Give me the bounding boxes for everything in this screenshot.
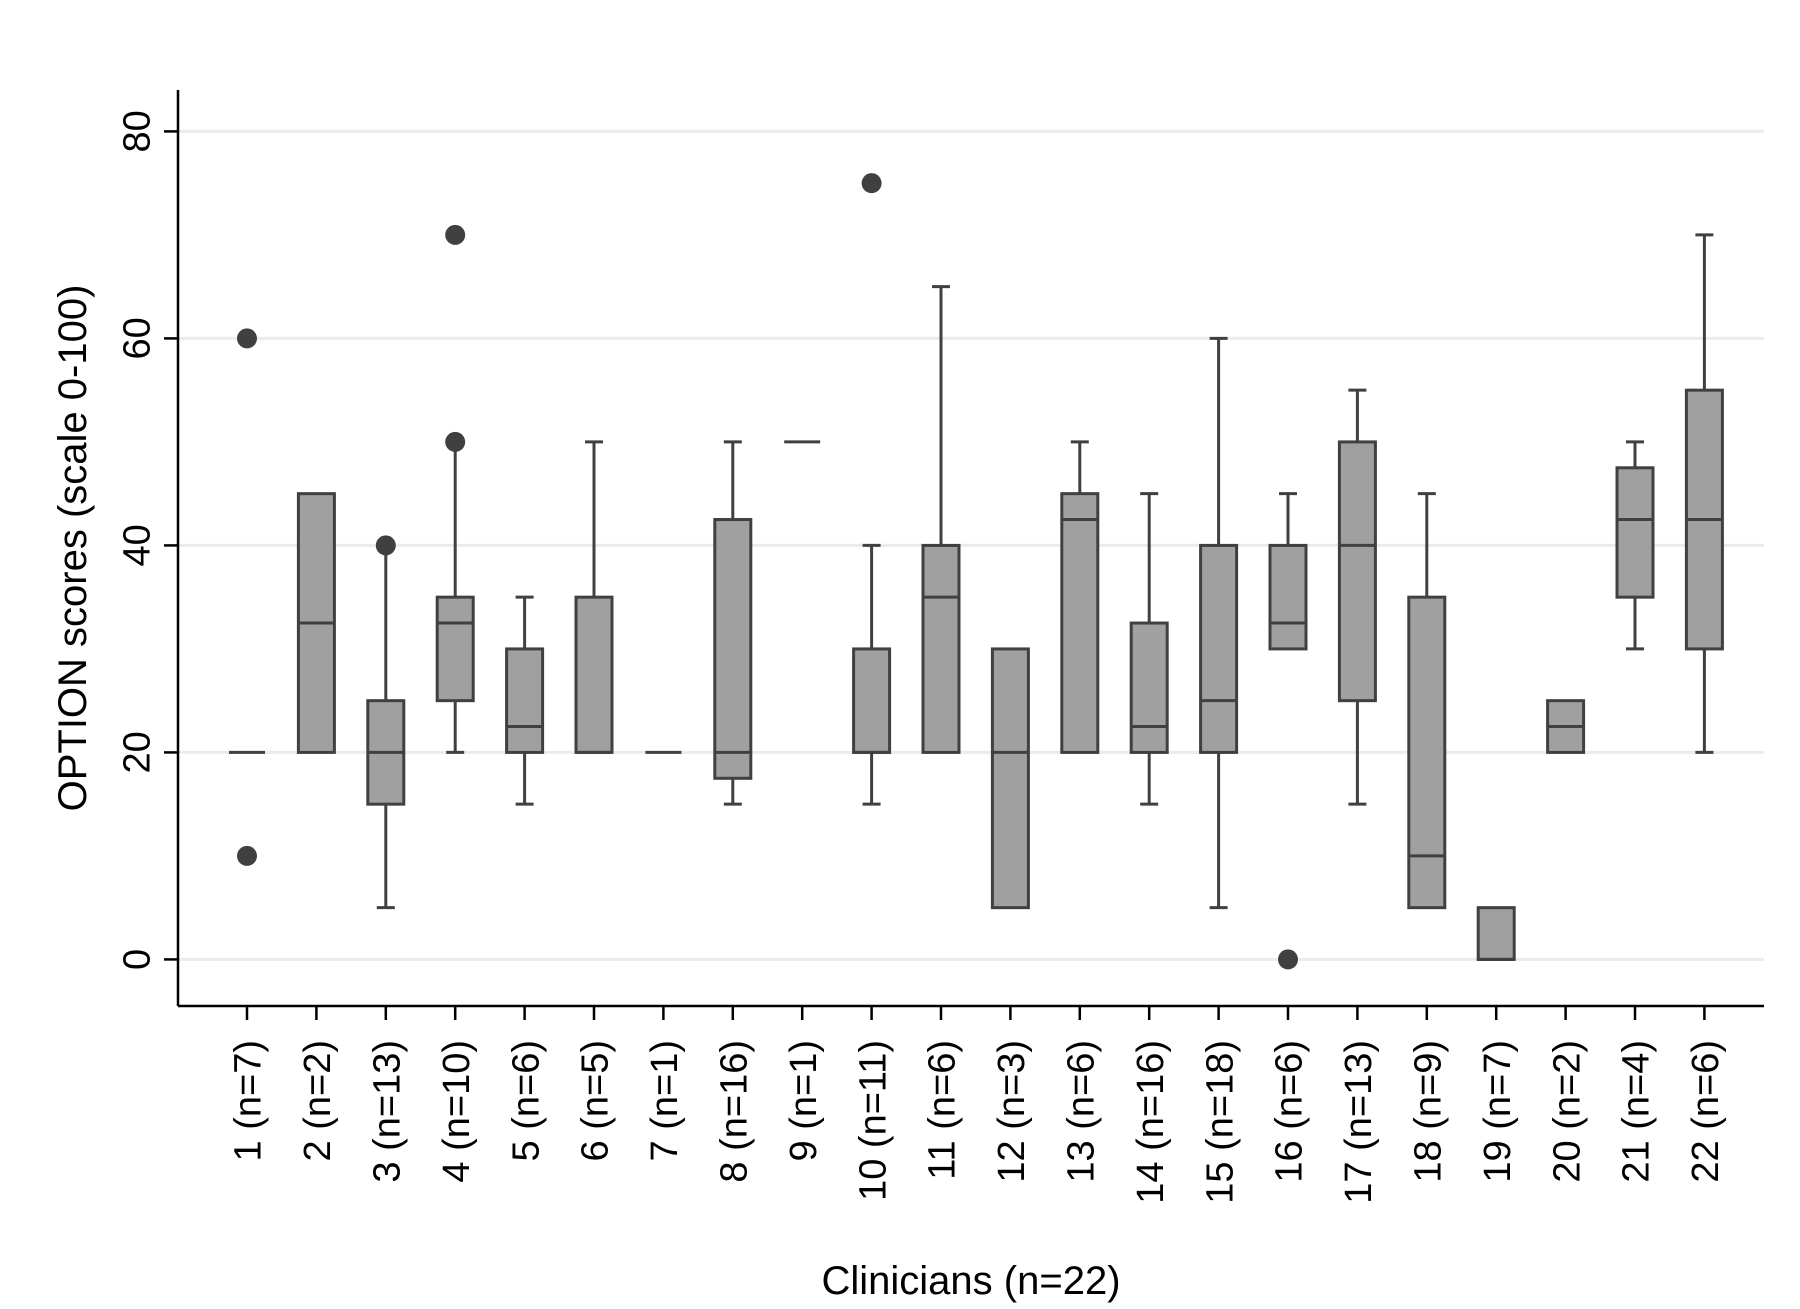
x-tick-label: 4 (n=10) [436,1040,478,1183]
box-group-10 [852,173,892,806]
box-group-16 [1268,492,1308,970]
box-group-8 [713,440,753,806]
outlier-point [445,224,466,245]
box-group-12 [990,647,1030,910]
box-group-14 [1129,492,1169,806]
box-group-4 [435,224,475,754]
x-tick-label: 13 (n=6) [1060,1040,1102,1183]
box-group-21 [1615,440,1655,651]
box [1268,543,1308,651]
y-tick-label: 0 [117,949,159,970]
x-tick-label: 5 (n=6) [505,1040,547,1161]
x-axis-title: Clinicians (n=22) [821,1259,1120,1303]
box-group-2 [296,492,336,754]
x-tick-label: 16 (n=6) [1269,1040,1311,1183]
x-tick-label: 2 (n=2) [297,1040,339,1161]
x-tick-label: 9 (n=1) [783,1040,825,1161]
y-axis-title: OPTION scores (scale 0-100) [51,285,95,812]
x-tick-label: 12 (n=3) [991,1040,1033,1183]
box [713,518,753,780]
box [574,595,614,754]
y-tick-label: 20 [117,731,159,773]
box [1476,906,1516,961]
outlier-point [237,845,257,866]
box [852,647,892,754]
x-tick-label: 3 (n=13) [366,1040,408,1183]
box [1615,466,1655,599]
box-group-17 [1337,388,1377,806]
x-tick-label: 18 (n=9) [1407,1040,1449,1183]
x-tick-label: 10 (n=11) [852,1040,894,1201]
outlier-point [375,535,396,556]
x-tick-label: 1 (n=7) [228,1040,270,1161]
y-axis-ticks: 0 20 40 60 80 [117,110,178,970]
box [1060,492,1100,754]
x-tick-label: 15 (n=18) [1199,1040,1241,1204]
x-tick-label: 11 (n=6) [922,1040,964,1180]
x-axis-ticks: 1 (n=7) 2 (n=2) 3 (n=13) 4 (n=10) 5 (n=6) 6 (… [228,1006,1727,1204]
box-group-6 [574,440,614,754]
box-group-5 [505,595,545,806]
x-tick-label: 19 (n=7) [1477,1040,1519,1183]
box [1199,543,1239,754]
box-group-11 [921,285,961,754]
x-tick-label: 14 (n=16) [1130,1040,1172,1204]
box [990,647,1030,910]
outlier-point [861,173,882,194]
box [1129,621,1169,754]
box [1407,595,1447,910]
box-group-20 [1546,699,1586,754]
y-tick-label: 80 [117,110,159,152]
x-tick-label: 8 (n=16) [713,1040,755,1183]
box-group-18 [1407,492,1447,910]
x-tick-label: 22 (n=6) [1685,1040,1727,1183]
box [435,595,475,703]
box [1337,440,1377,703]
boxes [229,173,1724,970]
x-tick-label: 7 (n=1) [644,1040,686,1161]
box-group-15 [1199,336,1239,910]
box-group-13 [1060,440,1100,754]
box-group-1 [229,328,265,866]
x-tick-label: 20 (n=2) [1546,1040,1588,1183]
box-group-3 [366,535,406,910]
x-tick-label: 17 (n=13) [1338,1040,1380,1204]
y-tick-label: 40 [117,524,159,566]
x-tick-label: 6 (n=5) [575,1040,617,1161]
box-group-22 [1684,233,1724,754]
box [921,543,961,754]
outlier-point [445,431,466,452]
outlier-point [1278,949,1298,970]
outlier-point [237,328,257,349]
gridlines [178,129,1764,961]
y-tick-label: 60 [117,317,159,359]
box-group-19 [1476,906,1516,961]
x-tick-label: 21 (n=4) [1616,1040,1658,1183]
box [505,647,545,754]
